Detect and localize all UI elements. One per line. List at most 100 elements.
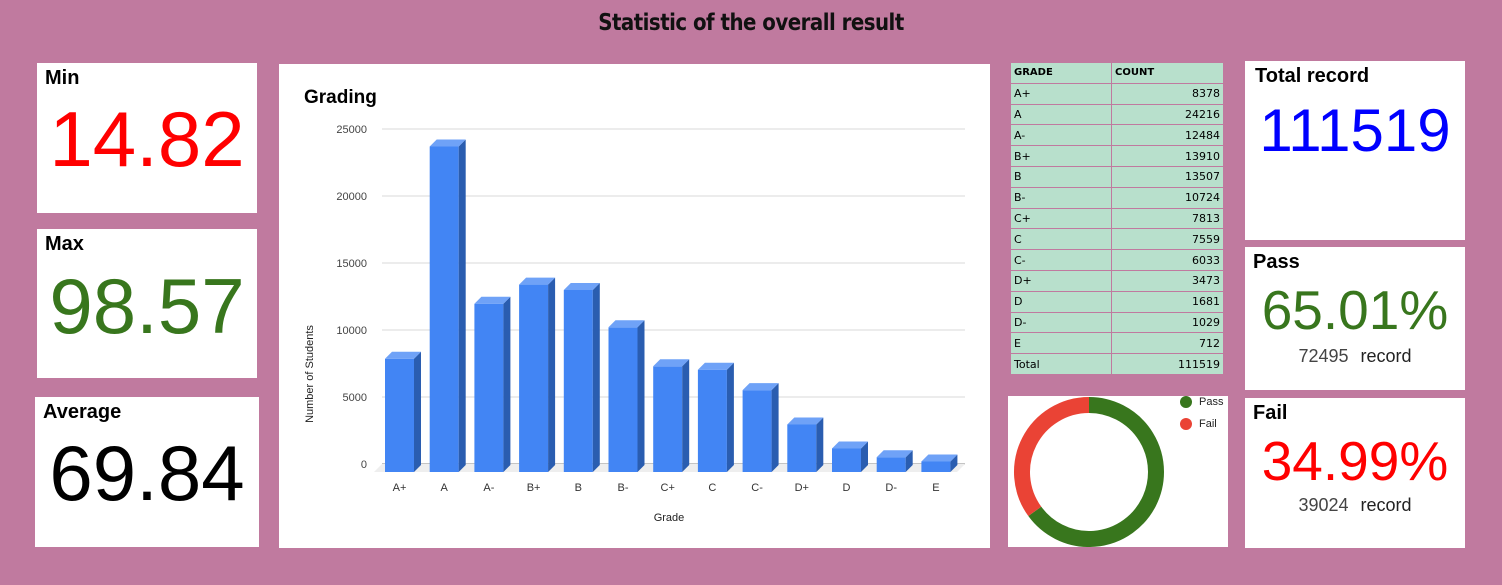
grade-cell: C: [1010, 228, 1112, 251]
bar-side: [414, 351, 421, 472]
table-row: B- 10724: [1010, 186, 1224, 209]
fail-record-line: 39024 record: [1245, 495, 1465, 516]
max-value: 98.57: [49, 262, 245, 350]
pass-card: Pass 65.01% 72495 record: [1245, 247, 1465, 390]
bar-front: [697, 369, 727, 472]
y-axis-title: Number of Students: [304, 325, 316, 423]
bar-side: [637, 320, 645, 472]
bar-top: [787, 417, 824, 425]
bar-front: [921, 461, 951, 472]
total-record-value: 111519: [1259, 97, 1451, 164]
table-row: D- 1029: [1010, 311, 1224, 334]
x-tick-label: C+: [661, 482, 675, 494]
x-tick-label: C-: [751, 482, 763, 494]
bar: [608, 320, 645, 472]
legend-pass-swatch: [1180, 396, 1192, 409]
table-header-row: GRADE COUNT: [1010, 62, 1224, 84]
bar: [429, 139, 466, 472]
page-title: Statistic of the overall result: [598, 10, 904, 36]
table-row: D+ 3473: [1010, 269, 1224, 292]
pass-record-count: 72495: [1298, 346, 1349, 366]
count-cell: 12484: [1111, 124, 1224, 147]
table-row: B+ 13910: [1010, 145, 1224, 167]
legend-item-fail: Fail: [1180, 418, 1217, 431]
count-cell: 13910: [1111, 145, 1224, 167]
bar-front: [787, 424, 817, 472]
y-tick-label: 10000: [336, 325, 367, 337]
bar-top: [742, 383, 779, 391]
pass-fail-donut-card: Pass Fail: [1008, 396, 1228, 547]
y-tick-label: 25000: [336, 124, 367, 136]
fail-record-unit: record: [1360, 495, 1412, 515]
bar: [563, 283, 600, 472]
x-tick-label: D-: [885, 482, 897, 494]
grade-cell: B-: [1010, 186, 1112, 209]
grade-cell: Total: [1010, 353, 1112, 375]
table-row: B 13507: [1010, 165, 1224, 188]
bar-top: [921, 454, 958, 462]
grade-cell: D-: [1010, 311, 1112, 334]
grade-cell: E: [1010, 332, 1112, 355]
bar-top: [832, 441, 868, 449]
average-card: Average 69.84: [35, 397, 259, 547]
pass-record-line: 72495 record: [1245, 346, 1465, 367]
count-cell: 10724: [1111, 186, 1224, 209]
legend-fail-label: Fail: [1199, 418, 1217, 430]
min-card: Min 14.82: [37, 63, 257, 213]
grading-chart-card: Grading Number of Students Grade 0 5000 10…: [279, 64, 990, 548]
bar-top: [385, 351, 421, 359]
count-cell: 8378: [1111, 82, 1224, 105]
legend-fail-swatch: [1180, 418, 1192, 431]
bar-side: [726, 362, 734, 472]
legend-pass-label: Pass: [1199, 396, 1224, 408]
bar-front: [474, 303, 504, 472]
bar-front: [876, 457, 906, 472]
count-cell: 6033: [1111, 249, 1224, 271]
count-cell: 712: [1111, 332, 1224, 355]
y-tick-label: 20000: [336, 191, 367, 203]
count-cell: 1029: [1111, 311, 1224, 334]
bar-side: [905, 450, 913, 472]
bar-front: [832, 448, 861, 472]
grade-cell: B: [1010, 165, 1112, 188]
bar-top: [653, 359, 690, 367]
table-row: A 24216: [1010, 103, 1224, 126]
bar-side: [950, 454, 958, 472]
grade-cell: A: [1010, 103, 1112, 126]
bar-top: [697, 362, 734, 370]
table-row: C+ 7813: [1010, 207, 1224, 230]
pass-percent: 65.01%: [1261, 279, 1449, 341]
bar-top: [876, 450, 913, 458]
fail-record-count: 39024: [1298, 495, 1349, 515]
bar-side: [861, 441, 868, 472]
pass-label: Pass: [1253, 251, 1300, 273]
bar-top: [608, 320, 645, 328]
bar-top: [563, 283, 600, 291]
count-cell: 13507: [1111, 165, 1224, 188]
bar-front: [742, 390, 772, 472]
pass-record-unit: record: [1360, 346, 1412, 366]
count-cell: 3473: [1111, 269, 1224, 292]
grade-cell: A-: [1010, 124, 1112, 147]
x-tick-label: D: [843, 482, 851, 494]
x-tick-label: C: [708, 482, 716, 494]
count-column-header: COUNT: [1111, 62, 1224, 84]
bar: [921, 454, 958, 472]
legend-item-pass: Pass: [1180, 396, 1224, 409]
bar-side: [592, 283, 600, 472]
total-record-card: Total record 111519: [1245, 61, 1465, 240]
y-tick-label: 5000: [343, 392, 367, 404]
pass-fail-donut-chart: [1014, 397, 1164, 547]
donut-slice-fail: [1014, 397, 1090, 517]
table-row: A+ 8378: [1010, 82, 1224, 105]
bar: [519, 277, 556, 472]
bar-side: [458, 139, 466, 472]
x-axis-title: Grade: [654, 512, 685, 524]
total-record-label: Total record: [1255, 65, 1370, 87]
count-cell: 24216: [1111, 103, 1224, 126]
x-tick-label: B: [575, 482, 582, 494]
grade-cell: B+: [1010, 145, 1112, 167]
grade-cell: D: [1010, 290, 1112, 313]
count-cell: 1681: [1111, 290, 1224, 313]
table-row: C- 6033: [1010, 249, 1224, 271]
